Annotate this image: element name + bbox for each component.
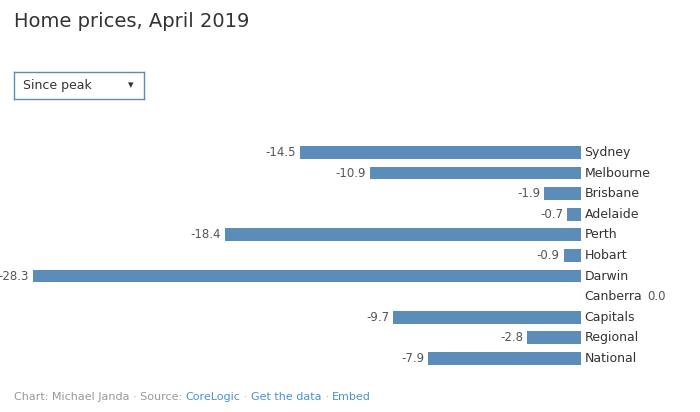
Bar [564,249,581,262]
Bar [33,270,581,283]
Text: Get the data: Get the data [251,392,321,402]
Text: CoreLogic: CoreLogic [186,392,241,402]
Bar [527,331,581,344]
Bar [300,146,581,159]
Text: Melbourne: Melbourne [584,166,650,180]
Text: Adelaide: Adelaide [584,208,639,221]
Bar [393,311,581,324]
Text: Home prices, April 2019: Home prices, April 2019 [14,12,249,31]
Bar [544,187,581,200]
Text: 0.0: 0.0 [648,290,666,303]
Bar [225,228,581,241]
Text: -0.7: -0.7 [540,208,564,221]
Text: -7.9: -7.9 [401,352,424,365]
Text: Hobart: Hobart [584,249,627,262]
Text: Regional: Regional [584,331,638,344]
Bar [428,352,581,365]
Text: Sydney: Sydney [584,146,631,159]
Text: -2.8: -2.8 [500,331,523,344]
Bar [370,166,581,180]
Text: -10.9: -10.9 [335,166,366,180]
Text: Canberra: Canberra [584,290,643,303]
Text: Embed: Embed [332,392,371,402]
Text: -28.3: -28.3 [0,269,29,283]
Text: Since peak: Since peak [23,79,92,92]
Text: -9.7: -9.7 [366,311,389,324]
Text: -18.4: -18.4 [190,228,220,241]
Text: -1.9: -1.9 [517,187,540,200]
Text: National: National [584,352,637,365]
Text: Darwin: Darwin [584,269,629,283]
Text: -14.5: -14.5 [266,146,296,159]
Text: ·: · [241,392,251,402]
Text: Perth: Perth [584,228,617,241]
Text: -0.9: -0.9 [537,249,560,262]
Text: Chart: Michael Janda · Source:: Chart: Michael Janda · Source: [14,392,186,402]
Text: ▾: ▾ [127,80,134,91]
Text: Brisbane: Brisbane [584,187,640,200]
Bar [568,208,581,221]
Text: Capitals: Capitals [584,311,635,324]
Text: ·: · [321,392,332,402]
